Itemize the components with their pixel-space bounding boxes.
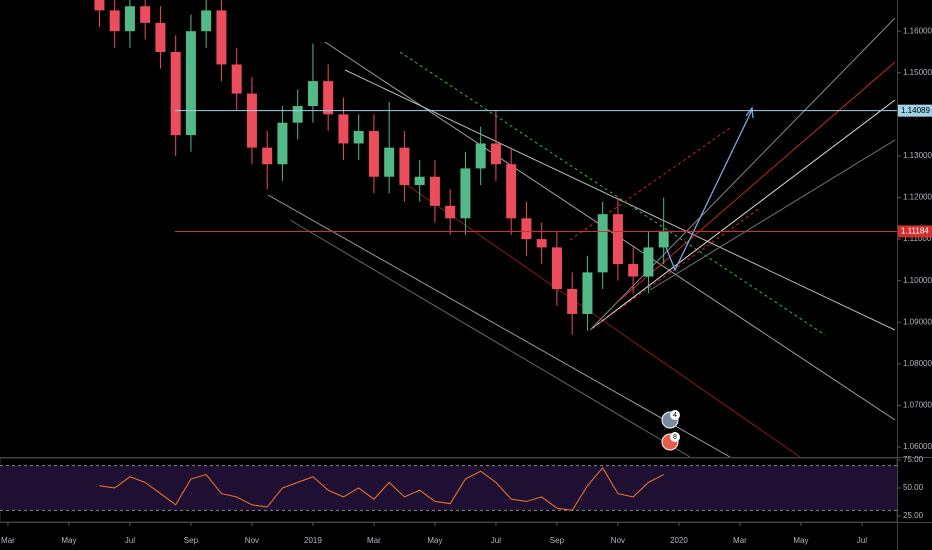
candle-body	[475, 143, 486, 169]
rsi-tick-label: 75.00	[903, 455, 924, 464]
candle-body	[612, 214, 623, 265]
candle-body	[399, 147, 410, 186]
candle-body	[140, 6, 151, 23]
candle-body	[246, 93, 257, 148]
candle-body	[506, 164, 517, 219]
event-count-label: 4	[673, 412, 677, 419]
candle-body	[94, 0, 105, 11]
candle-body	[582, 272, 593, 314]
candle-body	[353, 130, 364, 144]
candle-body	[277, 122, 288, 165]
drawings	[267, 17, 896, 458]
y-tick-label: 1.15000	[903, 68, 932, 77]
x-tick-label: May	[427, 536, 442, 545]
candle-body	[460, 168, 471, 219]
candle-body	[307, 81, 318, 107]
candle-body	[490, 143, 501, 165]
candle-body	[155, 22, 166, 52]
x-tick-label: Mar	[367, 536, 381, 545]
y-tick-label: 1.13000	[903, 151, 932, 160]
candle-body	[536, 239, 547, 248]
x-tick-label: Mar	[733, 536, 747, 545]
candle-body	[109, 10, 120, 32]
y-tick-label: 1.10000	[903, 276, 932, 285]
channel-line	[649, 139, 896, 291]
arrow-head	[745, 106, 754, 119]
x-tick-label: Sep	[550, 536, 565, 545]
candle-body	[384, 147, 395, 177]
x-tick-label: Jul	[491, 536, 501, 545]
candle-body	[567, 289, 578, 314]
candle-body	[170, 51, 181, 136]
candle-body	[124, 6, 135, 32]
channel-line	[569, 127, 731, 241]
y-tick-label: 1.07000	[903, 401, 932, 410]
x-tick-label: Sep	[184, 536, 199, 545]
y-tick-label: 1.11000	[903, 234, 932, 243]
pitchfork-line	[399, 179, 801, 458]
channel-line	[589, 17, 896, 331]
y-tick-label: 1.09000	[903, 317, 932, 326]
price-level-tag	[898, 104, 932, 117]
candle-body	[628, 264, 639, 277]
x-tick-label: May	[61, 536, 76, 545]
y-tick-label: 1.12000	[903, 193, 932, 202]
y-tick-label: 1.06000	[903, 442, 932, 451]
candle-body	[643, 247, 654, 277]
x-tick-label: 2019	[304, 536, 322, 545]
candle-body	[262, 147, 273, 165]
price-level-tag	[898, 225, 932, 238]
candle-body	[521, 218, 532, 240]
event-count	[670, 432, 680, 442]
candle-body	[658, 230, 669, 248]
x-tick-label: May	[793, 536, 808, 545]
price-level-label: 1.11184	[901, 227, 929, 236]
event-count	[670, 410, 680, 420]
candle-body	[368, 130, 379, 177]
candle-body	[551, 247, 562, 290]
candle-body	[231, 64, 242, 94]
channel-line	[589, 99, 896, 331]
pitchfork-line	[267, 194, 731, 458]
x-tick-label: Nov	[611, 536, 625, 545]
pitchfork-line	[289, 219, 691, 458]
trend-line	[399, 51, 826, 336]
rsi-line	[99, 466, 664, 511]
candle-body	[323, 81, 334, 115]
candle-body	[597, 214, 608, 273]
x-tick-label: 2020	[670, 536, 688, 545]
rsi-tick-label: 50.00	[903, 483, 924, 492]
pitchfork-line	[344, 69, 896, 331]
x-tick-label: Jul	[125, 536, 135, 545]
candle-body	[292, 106, 303, 123]
channel-line	[619, 61, 896, 301]
candle-body	[429, 176, 440, 206]
x-tick-label: Nov	[245, 536, 259, 545]
price-level-label: 1.14089	[901, 106, 930, 115]
y-tick-label: 1.16000	[903, 26, 932, 35]
candle-body	[216, 10, 227, 65]
x-tick-label: Mar	[1, 536, 15, 545]
candle-body	[201, 10, 212, 32]
candle-body	[338, 114, 349, 144]
y-tick-label: 1.08000	[903, 359, 932, 368]
rsi-tick-label: 25.00	[903, 511, 924, 520]
candle-body	[414, 176, 425, 186]
event-count-label: 8	[673, 434, 677, 441]
x-tick-label: Jul	[857, 536, 867, 545]
candle-body	[185, 31, 196, 136]
candle-body	[445, 205, 456, 219]
